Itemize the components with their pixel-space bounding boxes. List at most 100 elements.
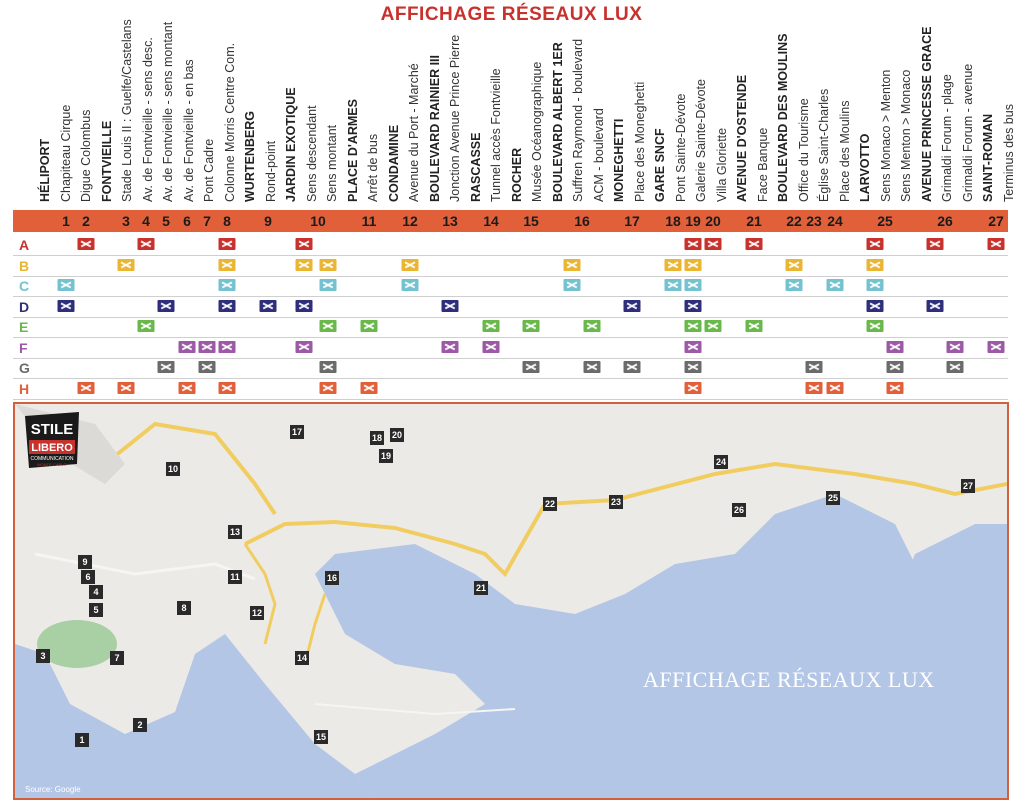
stop-label: Sens descendant [304, 105, 319, 202]
map-view[interactable]: STILE LIBERO COMMUNICATION MONTE-CARLO 1… [13, 402, 1009, 800]
stop-label: Sens Monaco > Menton [878, 69, 893, 202]
map-pin[interactable]: 24 [714, 455, 728, 469]
stop-label: Av. de Fontvieille - en bas [181, 59, 196, 202]
svg-text:COMMUNICATION: COMMUNICATION [31, 456, 74, 462]
stop-label: Place des Moneghetti [632, 81, 647, 202]
stop-label: RASCASSE [468, 132, 483, 202]
stop-label: LARVOTTO [858, 133, 872, 202]
stop-label: HÉLIPORT [38, 138, 52, 202]
envelope-icon [866, 238, 884, 250]
stop-label: Galerie Sainte-Dévote [694, 79, 708, 202]
envelope-icon [745, 320, 763, 332]
map-pin[interactable]: 21 [474, 581, 488, 595]
envelope-icon [218, 238, 236, 250]
route-row-h: H [13, 379, 1008, 400]
stop-number: 18 [665, 213, 681, 229]
map-pin[interactable]: 3 [36, 649, 50, 663]
map-source: Source: Google [25, 785, 81, 794]
stop-number: 11 [361, 213, 377, 229]
map-pin[interactable]: 15 [314, 730, 328, 744]
stop-label: Stade Louis II : Guelfe/Castelans [120, 19, 134, 202]
envelope-icon [583, 361, 601, 373]
stop-label: Pont Sainte-Dévote [673, 93, 688, 202]
envelope-icon [664, 258, 682, 271]
stop-number: 4 [142, 213, 150, 229]
stop-label: MONEGHETTI [612, 118, 626, 202]
map-pin[interactable]: 20 [390, 428, 404, 442]
envelope-icon [684, 340, 702, 353]
map-pin[interactable]: 23 [609, 495, 623, 509]
svg-text:MONTE-CARLO: MONTE-CARLO [37, 462, 67, 467]
stop-label: Face Banque [755, 127, 770, 202]
envelope-icon [157, 361, 175, 373]
map-pin[interactable]: 11 [228, 570, 242, 584]
page-title: AFFICHAGE RÉSEAUX LUX [380, 4, 643, 25]
stop-label: ROCHER [509, 147, 524, 202]
stop-number: 10 [310, 213, 326, 229]
stop-number: 7 [203, 213, 211, 229]
envelope-icon [259, 299, 277, 312]
stop-number: 26 [937, 213, 953, 229]
stop-label: Terminus des bus [1001, 104, 1016, 202]
stop-number-bar: 1 2 3 4 5 6 7 8 9 10 11 12 13 14 15 16 17 18 19 20 21 22 23 24 2… [13, 210, 1008, 232]
map-pin[interactable]: 19 [379, 449, 393, 463]
envelope-icon [866, 299, 884, 312]
route-label: E [19, 319, 29, 335]
envelope-icon [482, 340, 500, 353]
route-row-f: F [13, 338, 1008, 359]
map-pin[interactable]: 16 [325, 571, 339, 585]
envelope-icon [295, 238, 313, 250]
map-pin[interactable]: 14 [295, 651, 309, 665]
envelope-icon [360, 320, 378, 332]
envelope-icon [866, 320, 884, 332]
map-pin[interactable]: 2 [133, 718, 147, 732]
map-pin[interactable]: 18 [370, 431, 384, 445]
map-pin[interactable]: 10 [166, 462, 180, 476]
map-watermark: AFFICHAGE RÉSEAUX LUX [643, 667, 935, 692]
envelope-icon [684, 258, 702, 271]
envelope-icon [295, 299, 313, 312]
envelope-icon [583, 320, 601, 332]
stop-number: 12 [402, 213, 418, 229]
envelope-icon [198, 340, 216, 353]
map-pin[interactable]: 27 [961, 479, 975, 493]
map-pin[interactable]: 13 [228, 525, 242, 539]
stop-number: 3 [122, 213, 130, 229]
envelope-icon [704, 238, 722, 250]
map-pin[interactable]: 22 [543, 497, 557, 511]
map-pin[interactable]: 12 [250, 606, 264, 620]
map-pin[interactable]: 8 [177, 601, 191, 615]
envelope-icon [926, 299, 944, 312]
envelope-icon [684, 361, 702, 373]
envelope-icon [319, 320, 337, 332]
stop-label: GARE SNCF [653, 128, 667, 202]
map-pin[interactable]: 5 [89, 603, 103, 617]
map-pin[interactable]: 25 [826, 491, 840, 505]
map-pin[interactable]: 6 [81, 570, 95, 584]
map-pin[interactable]: 7 [110, 651, 124, 665]
stop-label: BOULEVARD DES MOULINS [776, 33, 790, 202]
stop-label: Suffren Raymond - boulevard [571, 38, 585, 202]
stop-label: SAINT-ROMAN [981, 113, 995, 202]
map-pin[interactable]: 1 [75, 733, 89, 747]
map-base [15, 404, 1007, 798]
stop-label: Jonction Avenue Prince Pierre [448, 34, 462, 202]
envelope-icon [826, 279, 844, 291]
map-pin[interactable]: 26 [732, 503, 746, 517]
stop-label: Pont Cadre [202, 138, 216, 202]
envelope-icon [295, 258, 313, 271]
envelope-icon [441, 340, 459, 353]
envelope-icon [987, 238, 1005, 250]
stop-number: 20 [705, 213, 721, 229]
envelope-icon [218, 381, 236, 394]
stop-label: AVENUE PRINCESSE GRACE [919, 26, 934, 203]
stop-label: Av. de Fontvieille - sens montant [161, 21, 175, 202]
envelope-icon [886, 361, 904, 373]
stop-label: ACM - boulevard [591, 108, 606, 202]
envelope-icon [178, 340, 196, 353]
map-pin[interactable]: 9 [78, 555, 92, 569]
map-pin[interactable]: 4 [89, 585, 103, 599]
envelope-icon [826, 381, 844, 394]
envelope-icon [319, 279, 337, 291]
map-pin[interactable]: 17 [290, 425, 304, 439]
